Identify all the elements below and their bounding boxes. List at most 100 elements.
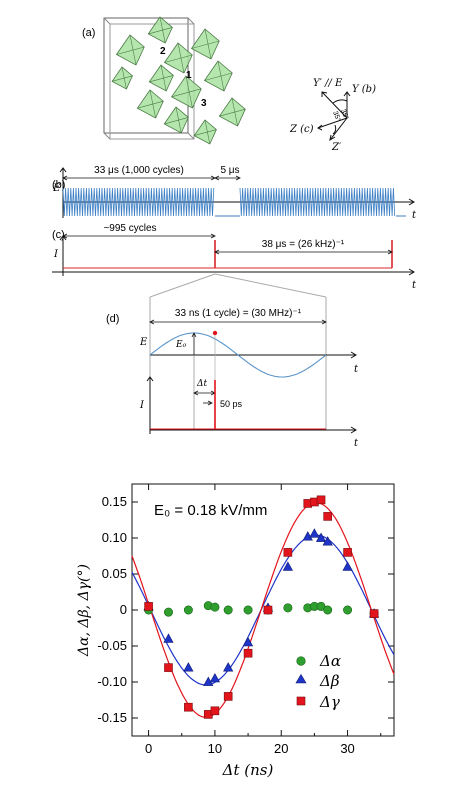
- crystal-structure: 2 1 3: [103, 16, 246, 145]
- x-tick-label: 0: [145, 741, 152, 756]
- octahedron-face: [115, 34, 145, 66]
- octahedron-label-1: 1: [186, 70, 192, 81]
- panel-c-time-arrowhead: [408, 268, 415, 276]
- panel-d-pulse-label: 50 ps: [220, 399, 243, 409]
- data-points: [143, 495, 380, 719]
- angle-label-2: 35°: [339, 108, 350, 121]
- octahedron-face: [193, 119, 217, 145]
- y-arrowhead: [343, 91, 351, 97]
- octahedron-edge: [137, 100, 164, 109]
- panel-label-a: (a): [82, 27, 95, 39]
- octahedron-face: [111, 66, 133, 90]
- y-prime-arrowhead: [321, 91, 328, 97]
- x-tick-label: 10: [208, 741, 222, 756]
- panel-b-e-arrowhead: [59, 167, 67, 173]
- unit-cell-front: [103, 17, 189, 134]
- panel-d-period-label: 33 ns (1 cycle) = (30 MHz)⁻¹: [175, 308, 302, 319]
- data-point-gamma: [243, 648, 253, 658]
- y-tick-label: 0.10: [102, 530, 127, 545]
- data-point-beta: [223, 662, 234, 672]
- octahedron-face: [218, 97, 246, 127]
- legend-marker-alpha: [296, 656, 306, 666]
- arrowhead: [214, 249, 220, 255]
- data-point-beta: [322, 536, 333, 546]
- arrowhead: [235, 175, 241, 181]
- data-point-alpha: [343, 605, 353, 615]
- arrowhead: [350, 426, 357, 434]
- panel-d-dt-label: Δt: [196, 379, 207, 389]
- y-tick-label: 0.05: [102, 566, 127, 581]
- y-tick-label: -0.15: [97, 710, 127, 725]
- data-point-gamma: [283, 548, 293, 557]
- legend-marker-gamma: [296, 696, 306, 706]
- octahedron-edge: [148, 27, 173, 35]
- data-point-beta: [163, 633, 174, 643]
- panel-d-i-label: I: [139, 400, 145, 411]
- octahedron-face: [190, 28, 220, 60]
- data-point-beta: [315, 532, 327, 542]
- octahedron-face: [148, 64, 174, 92]
- data-point-alpha: [243, 605, 253, 615]
- unit-cell-edge: [103, 132, 111, 140]
- octahedron-face: [147, 16, 173, 44]
- panel-c-i-label: I: [53, 249, 59, 260]
- octahedron-face: [163, 106, 189, 134]
- data-point-beta: [209, 672, 221, 683]
- y-ticks: 0.15 0.10 0.05 0 -0.05 -0.10 -0.15: [97, 494, 394, 725]
- x-tick-label: 30: [340, 741, 354, 756]
- data-point-beta: [302, 531, 313, 541]
- y-prime-e-label: Y′ // E: [313, 78, 343, 89]
- octahedron-edge: [112, 75, 133, 82]
- arrowhead: [191, 332, 197, 338]
- panel-b-gap-label: 5 μs: [220, 165, 239, 176]
- sine-burst: [239, 187, 396, 217]
- y-tick-label: 0.15: [102, 494, 127, 509]
- octahedron-edge: [149, 75, 174, 83]
- data-point-gamma: [184, 702, 193, 712]
- arrowhead: [207, 400, 213, 406]
- panel-d-sampling-point: [212, 330, 218, 336]
- data-point-gamma: [316, 495, 326, 505]
- angle-label-1: 35°: [331, 110, 342, 123]
- panel-label-b: (b): [52, 179, 65, 191]
- data-point-gamma: [369, 609, 379, 618]
- unit-cell-edge: [103, 17, 111, 25]
- panel-d-e0-label: E₀: [175, 340, 187, 350]
- data-point-alpha: [210, 602, 220, 612]
- y-tick-label: 0: [120, 602, 127, 617]
- legend-label-gamma: Δγ: [319, 693, 340, 711]
- data-point-beta: [342, 561, 353, 571]
- octahedron-edge: [219, 108, 246, 117]
- panel-d-e-label: E: [139, 337, 148, 348]
- octahedron-edge: [164, 117, 189, 125]
- z-prime-axis-arrow: [329, 117, 348, 141]
- unit-cell-edge: [187, 132, 195, 140]
- panel-d-t-label-bottom: t: [354, 438, 359, 449]
- unit-cell-edge: [187, 17, 195, 25]
- panel-b-span-label: 33 μs (1,000 cycles): [94, 165, 184, 176]
- z-axis-arrow: [317, 117, 348, 129]
- data-point-alpha: [163, 607, 173, 617]
- zoom-connector-right: [214, 273, 327, 298]
- data-point-gamma: [263, 605, 273, 615]
- arrowhead: [210, 233, 216, 239]
- y-axis-label: Δα, Δβ, Δγ(°): [76, 564, 92, 657]
- legend: Δα Δβ Δγ: [295, 652, 341, 711]
- y-b-label: Y (b): [352, 84, 376, 95]
- data-point-beta: [242, 636, 254, 647]
- octahedra-group: [111, 16, 246, 145]
- x-axis-label: Δt (ns): [222, 761, 274, 779]
- unit-cell-back: [109, 23, 195, 140]
- octahedron-label-2: 2: [160, 46, 166, 57]
- data-point-gamma: [210, 706, 220, 716]
- data-point-gamma: [164, 663, 173, 672]
- legend-label-beta: Δβ: [319, 672, 340, 690]
- z-c-label: Z (c): [289, 124, 314, 135]
- y-tick-label: -0.10: [97, 674, 127, 689]
- panel-b-t-label: t: [412, 210, 417, 221]
- arrowhead: [193, 390, 199, 396]
- main-chart: 0 10 20 30 0.15 0.10 0.05 0 -0.05 -0.10 -0.15 E₀ …: [76, 483, 395, 779]
- panel-c-t-label: t: [412, 280, 417, 291]
- angle-arc: [332, 124, 337, 135]
